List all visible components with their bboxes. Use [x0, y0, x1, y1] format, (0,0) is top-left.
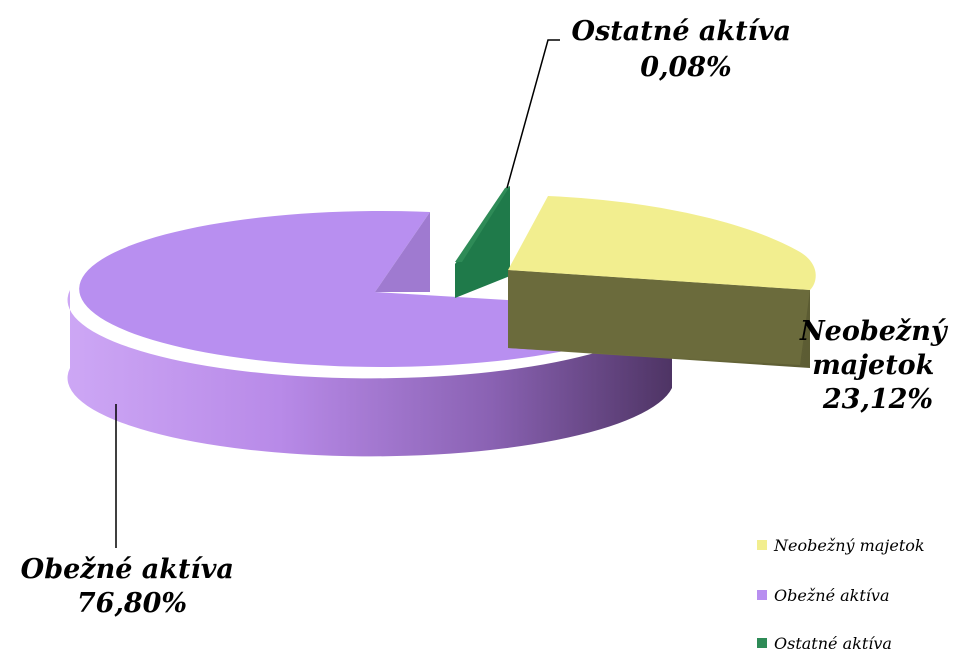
label-neobezny-majetok: Neobežný majetok 23,12% — [799, 316, 956, 415]
legend-item-ostatne-aktiva: Ostatné aktíva — [757, 634, 892, 653]
legend-swatch-obezne-aktiva — [757, 590, 767, 600]
pie-slice-neobezny-majetok-top — [508, 196, 816, 290]
label-neobezny-majetok-value: 23,12% — [822, 384, 933, 415]
legend-item-obezne-aktiva: Obežné aktíva — [757, 586, 889, 605]
label-ostatne-aktiva-name: Ostatné aktíva — [572, 16, 791, 47]
pie-slice-ostatne-aktiva — [455, 186, 510, 298]
legend-label-neobezny-majetok: Neobežný majetok — [773, 536, 925, 555]
legend-label-ostatne-aktiva: Ostatné aktíva — [774, 634, 892, 653]
pie-slice-ostatne-aktiva-top — [455, 186, 510, 262]
label-ostatne-aktiva: Ostatné aktíva 0,08% — [572, 16, 801, 83]
legend-swatch-ostatne-aktiva — [757, 638, 767, 648]
legend: Neobežný majetok Obežné aktíva Ostatné a… — [757, 536, 925, 653]
label-obezne-aktiva: Obežné aktíva 76,80% — [21, 554, 244, 619]
legend-item-neobezny-majetok: Neobežný majetok — [757, 536, 925, 555]
label-ostatne-aktiva-value: 0,08% — [640, 52, 731, 83]
pie-slice-neobezny-majetok — [508, 196, 816, 368]
pie-slice-obezne-aktiva-cut — [375, 212, 430, 292]
label-obezne-aktiva-value: 76,80% — [77, 588, 187, 619]
label-neobezny-majetok-line2: majetok — [812, 350, 934, 381]
legend-label-obezne-aktiva: Obežné aktíva — [774, 586, 889, 605]
pie-slice-neobezny-majetok-front — [508, 270, 810, 365]
label-neobezny-majetok-line1: Neobežný — [799, 316, 949, 347]
pie-slice-ostatne-aktiva-side — [455, 186, 510, 298]
pie-slice-obezne-aktiva-side — [67, 290, 673, 457]
leader-line-ostatne-aktiva — [506, 39, 560, 189]
legend-swatch-neobezny-majetok — [757, 540, 767, 550]
label-obezne-aktiva-name: Obežné aktíva — [21, 554, 234, 585]
